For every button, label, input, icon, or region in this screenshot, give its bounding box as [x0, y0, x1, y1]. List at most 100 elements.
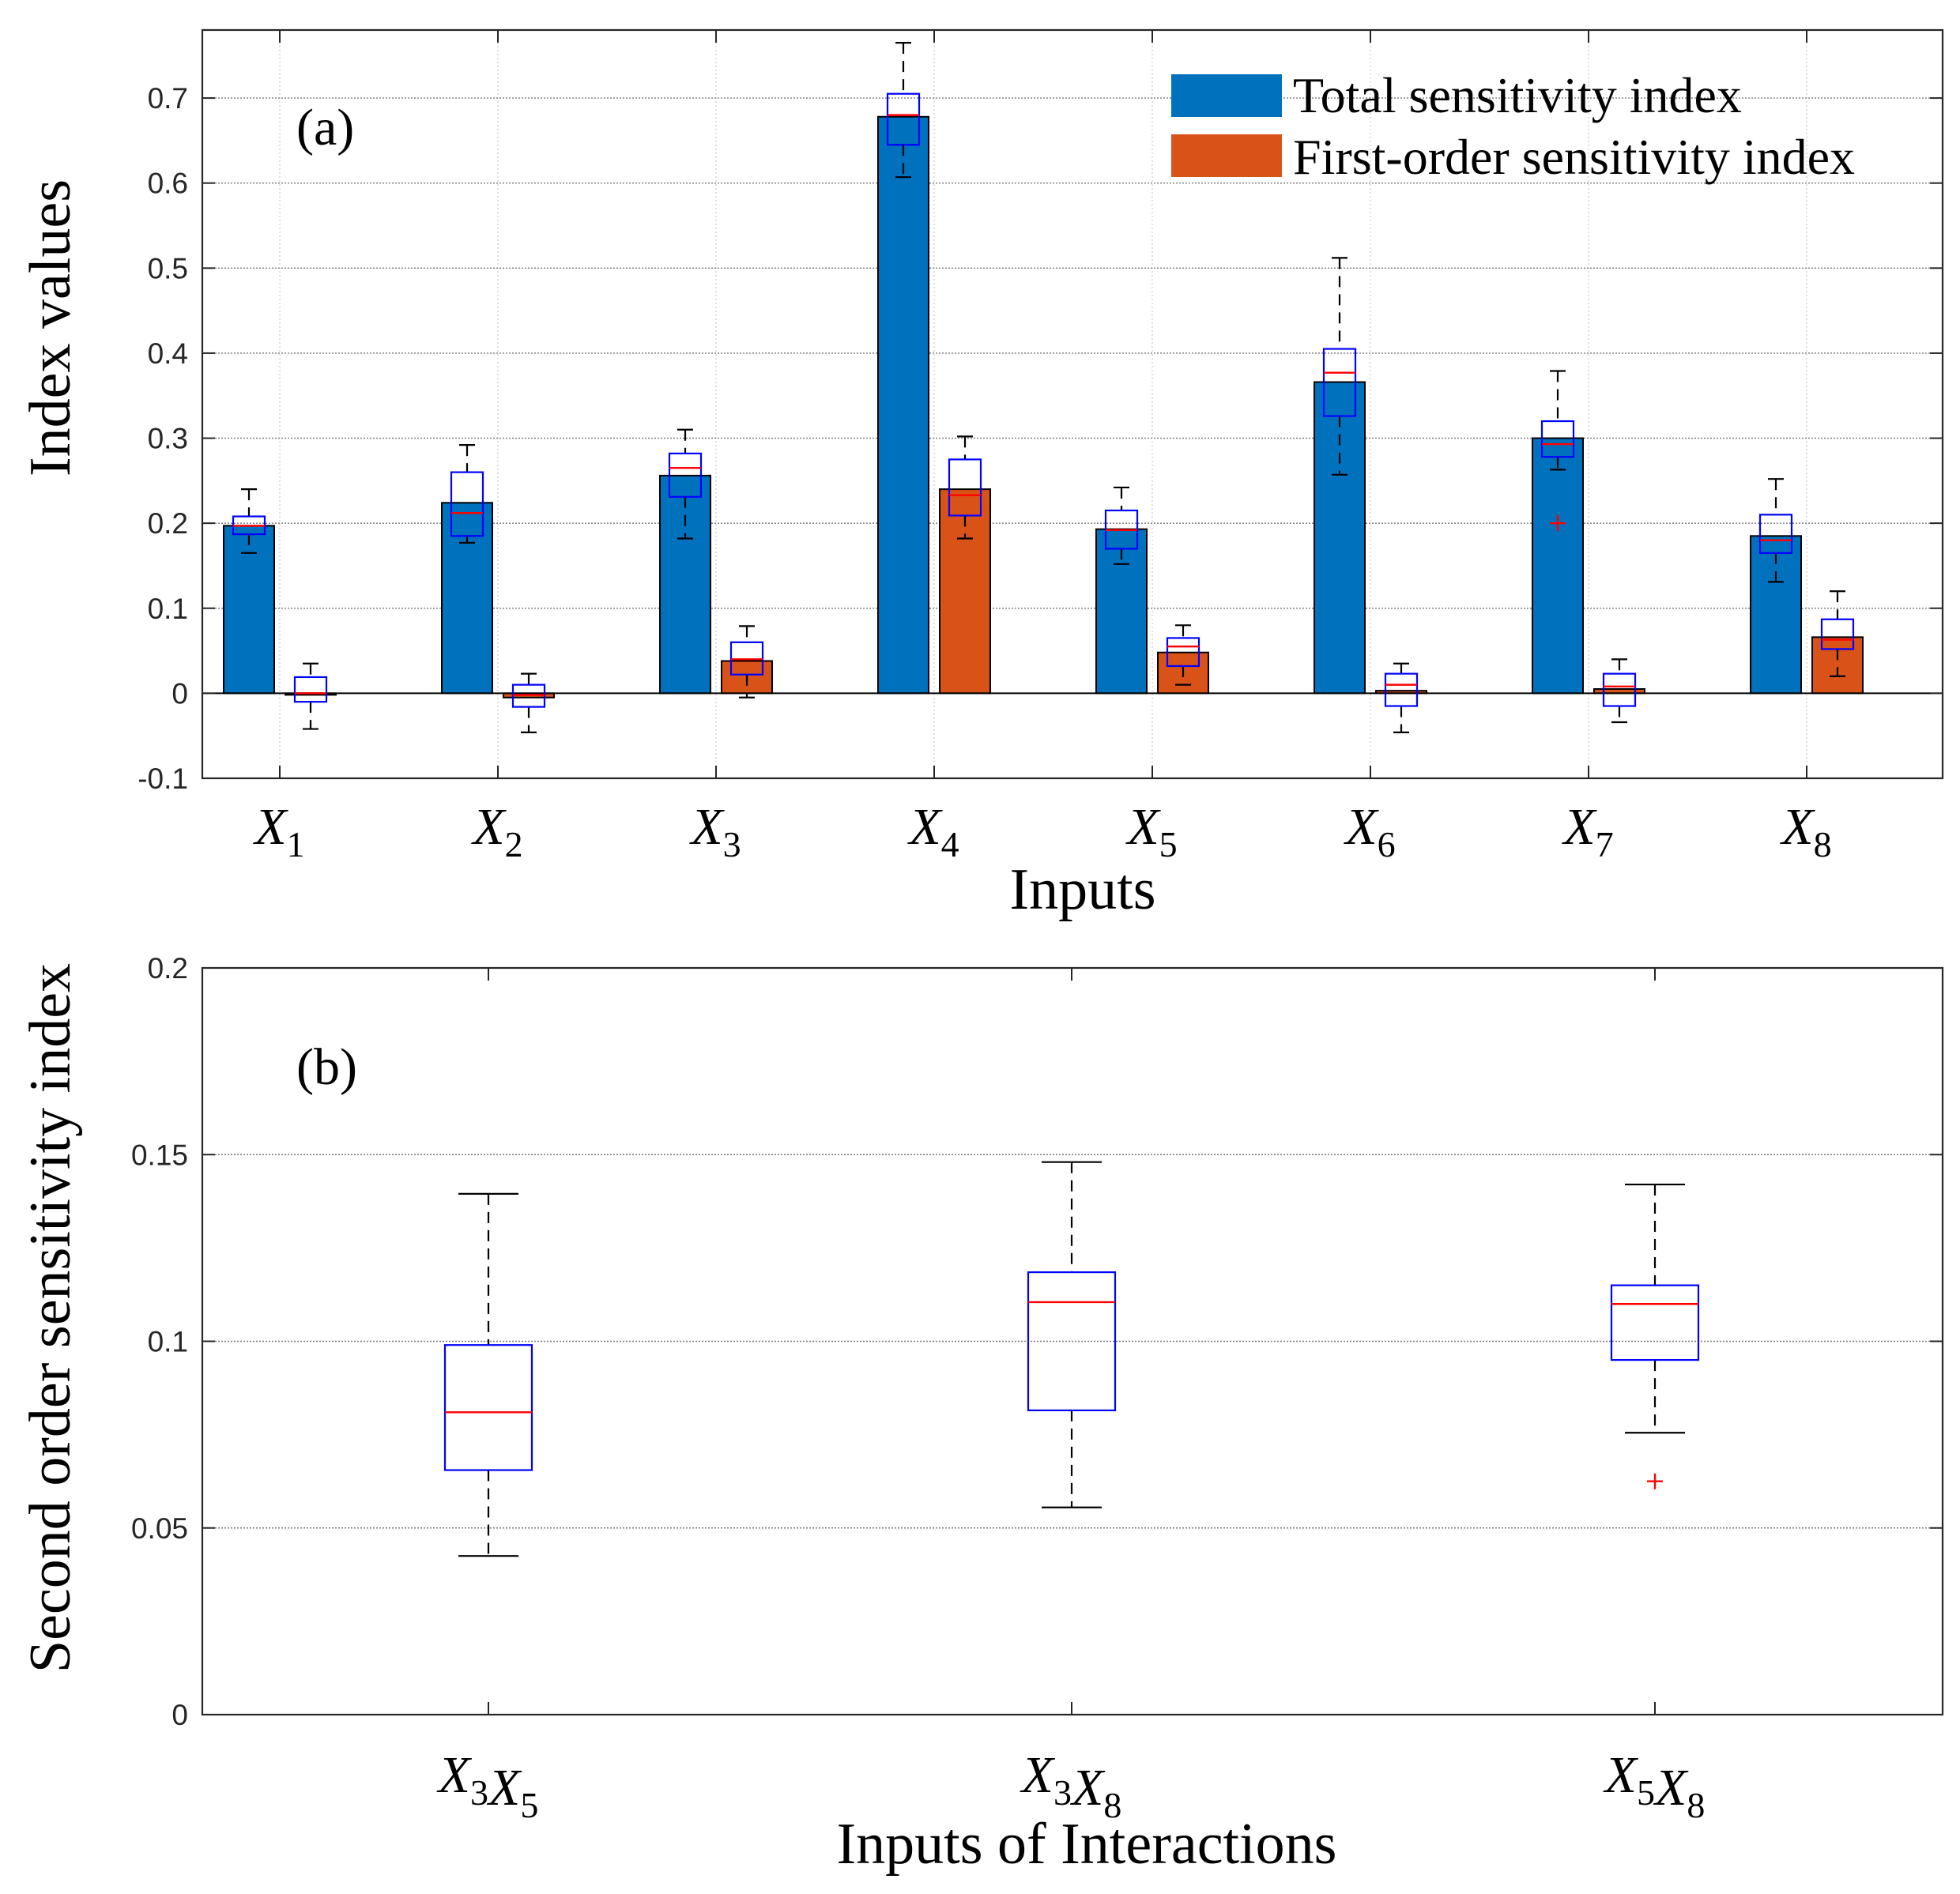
bar-total-7 [1532, 437, 1584, 695]
axes-frame-a [201, 28, 1944, 780]
xtick-label-a-5: X5 [1125, 798, 1177, 864]
ytick-label-a-5: 0.4 [148, 337, 188, 370]
xtick-label-a-8: X8 [1779, 798, 1831, 864]
xtick-label-a-sub: 1 [287, 824, 305, 864]
x-axis-label-a: Inputs [1010, 857, 1156, 922]
xtick-label-b-sub: 3 [1054, 1772, 1072, 1813]
xtick-label-a-4: X4 [906, 798, 959, 864]
box-total-7-outlier-0 [1550, 515, 1566, 532]
legend-a: Total sensitivity index First-order sens… [1171, 67, 1855, 185]
ytick-label-a-2: 0.1 [148, 593, 188, 625]
xtick-label-b-sub: 5 [1637, 1772, 1655, 1813]
ytick-label-a-1: 0 [172, 677, 188, 710]
xtick-label-b-sub: 3 [470, 1772, 488, 1813]
xtick-label-a-1: X1 [252, 798, 304, 864]
xtick-label-a-3: X3 [688, 798, 741, 864]
box-interaction-3-box [1610, 1284, 1700, 1361]
xtick-label-a-sub: 3 [723, 824, 741, 864]
xtick-label-a-base: X [470, 798, 507, 856]
axes-b [201, 966, 1944, 1716]
ytick-label-a-0: -0.1 [138, 762, 188, 795]
ytick-label-b-4: 0.2 [148, 952, 188, 985]
xtick-label-b-base: X [486, 1759, 522, 1817]
xtick-label-b-base: X [1020, 1746, 1056, 1804]
bar-total-6 [1314, 381, 1366, 695]
grid-lines-b [202, 1154, 1943, 1529]
xtick-label-a-base: X [1779, 798, 1815, 856]
box-interaction-3-outlier-0 [1647, 1473, 1663, 1489]
box-total-4-box [886, 92, 921, 146]
chart-panel-a: -0.100.10.20.30.40.50.60.7X1 X2 X3 X4 X5 X6 X7… [18, 28, 1944, 922]
xtick-label-b-sub: 8 [1687, 1785, 1705, 1825]
ytick-label-b-1: 0.05 [131, 1512, 188, 1545]
xtick-label-b-base: X [1603, 1746, 1639, 1804]
bar-total-1 [223, 525, 275, 695]
legend-swatch-first-order [1171, 134, 1282, 177]
legend-label-total: Total sensitivity index [1293, 67, 1742, 123]
box-interaction-2-box [1027, 1271, 1117, 1412]
bar-first-order-8 [1811, 636, 1864, 695]
box-total-7-box [1540, 420, 1575, 458]
xtick-label-a-base: X [1561, 798, 1597, 856]
x-axis-label-b: Inputs of Interactions [837, 1812, 1337, 1877]
xtick-label-b-3: X5X8 [1603, 1746, 1706, 1825]
boxplots-a [232, 42, 1855, 733]
ytick-label-a-4: 0.3 [148, 423, 188, 455]
xtick-label-b-2: X3X8 [1020, 1746, 1122, 1825]
xtick-label-a-7: X7 [1561, 798, 1613, 864]
xtick-label-a-base: X [252, 798, 288, 856]
bar-total-4 [877, 115, 929, 695]
xtick-label-a-sub: 5 [1159, 824, 1178, 864]
ytick-label-a-8: 0.7 [148, 82, 188, 115]
xtick-label-a-base: X [1343, 798, 1379, 856]
box-total-2-box [450, 471, 484, 537]
xtick-label-a-2: X2 [470, 798, 522, 864]
grid-lines-a [202, 30, 1943, 778]
box-first-order-5-box [1166, 637, 1200, 668]
xtick-label-b-base: X [1069, 1759, 1106, 1817]
box-total-6-box [1322, 348, 1357, 417]
box-first-order-1-box [293, 676, 328, 703]
box-first-order-6-box [1384, 672, 1419, 707]
xtick-label-b-1: X3X5 [436, 1746, 539, 1825]
tick-labels-a: -0.100.10.20.30.40.50.60.7X1 X2 X3 X4 X5 X6 X7… [138, 82, 1831, 864]
xtick-label-a-base: X [1125, 798, 1161, 856]
xtick-label-a-base: X [906, 798, 943, 856]
box-first-order-4-box [948, 458, 982, 517]
ytick-label-b-2: 0.1 [148, 1326, 188, 1358]
xtick-label-a-6: X6 [1343, 798, 1395, 864]
bar-total-3 [659, 474, 711, 695]
box-interaction-1-box [443, 1344, 533, 1471]
xtick-label-a-sub: 4 [941, 824, 959, 864]
ytick-label-a-7: 0.6 [148, 168, 188, 200]
y-axis-label-a: Index values [18, 179, 83, 476]
panel-label-b: (b) [296, 1038, 357, 1096]
xtick-label-a-sub: 8 [1814, 824, 1832, 864]
box-first-order-8-box [1820, 618, 1855, 650]
xtick-label-a-sub: 2 [505, 824, 523, 864]
boxplots-b [443, 1161, 1700, 1557]
xtick-label-b-sub: 5 [520, 1785, 538, 1825]
box-total-3-box [668, 452, 703, 498]
bar-total-2 [441, 502, 493, 695]
ytick-label-a-3: 0.2 [148, 507, 188, 540]
xtick-label-a-sub: 6 [1378, 824, 1396, 864]
xtick-label-a-base: X [688, 798, 725, 856]
bars-a [202, 115, 1943, 698]
y-axis-label-b: Second order sensitivity index [18, 963, 83, 1673]
legend-swatch-total [1171, 74, 1282, 117]
ytick-label-a-6: 0.5 [148, 252, 188, 284]
legend-label-first-order: First-order sensitivity index [1293, 129, 1855, 185]
box-first-order-7-box [1602, 672, 1637, 707]
ytick-label-b-3: 0.15 [131, 1139, 188, 1171]
axes-a [201, 28, 1944, 780]
xtick-label-b-base: X [436, 1746, 473, 1804]
panel-label-a: (a) [296, 99, 354, 156]
xtick-label-b-sub: 8 [1103, 1785, 1121, 1825]
ytick-label-b-0: 0 [172, 1699, 188, 1731]
xtick-label-b-base: X [1653, 1759, 1689, 1817]
box-total-8-box [1758, 514, 1793, 554]
